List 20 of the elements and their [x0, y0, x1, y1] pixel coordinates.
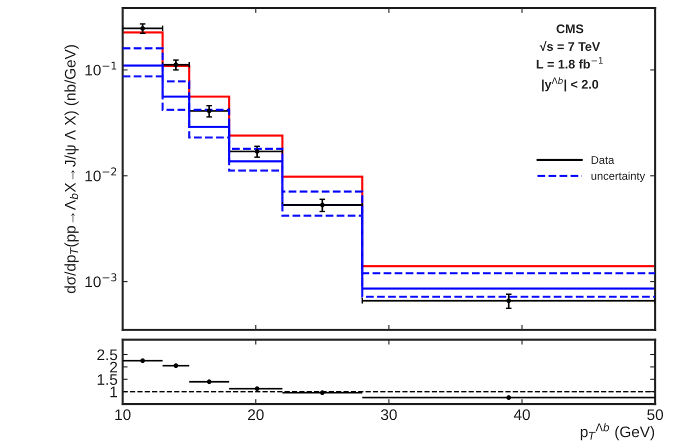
y-tick-label: 10$^{−1}$ — [86, 62, 116, 76]
x-tick-label: 10 — [115, 409, 131, 420]
y-tick-label: 2 — [110, 362, 118, 372]
annotation: CMS — [556, 24, 584, 34]
x-axis-title: p$_{T}$$^{Λb}$ (GeV) — [580, 423, 654, 440]
x-tick-label: 20 — [248, 409, 264, 420]
annotation: |y$^{Λb}$| < 2.0 — [542, 77, 598, 92]
y-tick-label: 2.5 — [97, 349, 118, 360]
legend-label: Data — [592, 156, 614, 164]
y-tick-label: 10$^{−2}$ — [86, 167, 116, 182]
x-tick-label: 40 — [514, 409, 530, 420]
x-tick-label: 50 — [647, 409, 664, 420]
y-tick-label: 1 — [110, 386, 118, 398]
legend-label: uncertainty — [592, 172, 646, 182]
x-tick-label: 30 — [380, 409, 397, 420]
annotation: √s = 7 TeV — [540, 40, 600, 51]
y-tick-label: 1.5 — [98, 374, 118, 385]
y-tick-label: 10$^{−3}$ — [86, 273, 116, 288]
annotation: L = 1.8 fb$^{−1}$ — [536, 57, 603, 69]
y-axis-title: dσ/dp$_{T}$(pp→Λ$_{b}$X→J/ψ Λ X) (nb/GeV) — [64, 45, 79, 294]
